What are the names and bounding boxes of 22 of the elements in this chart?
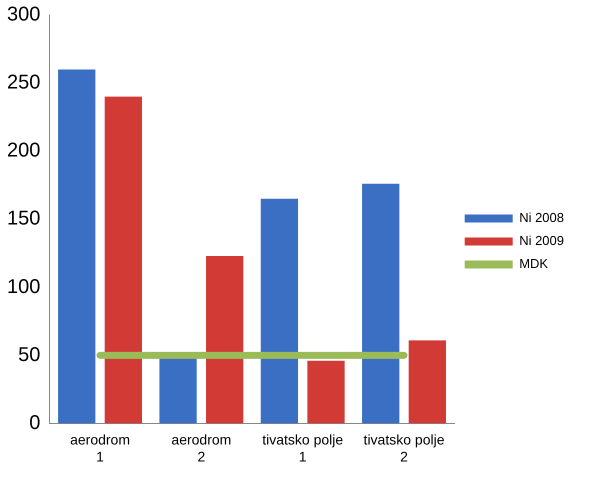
bar [159,358,197,424]
legend-label: Ni 2008 [519,210,564,226]
bar [104,96,142,424]
y-tick-label: 100 [6,276,40,298]
legend-label: Ni 2009 [519,233,564,248]
y-tick-label: 200 [6,140,40,162]
bar [307,360,345,424]
bar [206,256,244,424]
y-tick-label: 150 [6,208,40,230]
x-tick-label: tivatsko polje 2 [364,432,445,464]
y-tick-label: 50 [18,344,40,366]
y-tick-label: 0 [29,412,40,434]
legend-label: MDK [519,256,548,272]
bar [408,340,446,424]
bar [362,184,400,424]
bar [58,69,96,424]
bar [260,198,298,424]
x-tick-label: aerodrom 2 [171,432,232,464]
y-tick-label: 300 [6,4,40,26]
x-tick-label: tivatsko polje 1 [262,432,344,464]
y-tick-label: 250 [6,72,40,94]
x-tick-label: aerodrom 1 [70,432,130,464]
